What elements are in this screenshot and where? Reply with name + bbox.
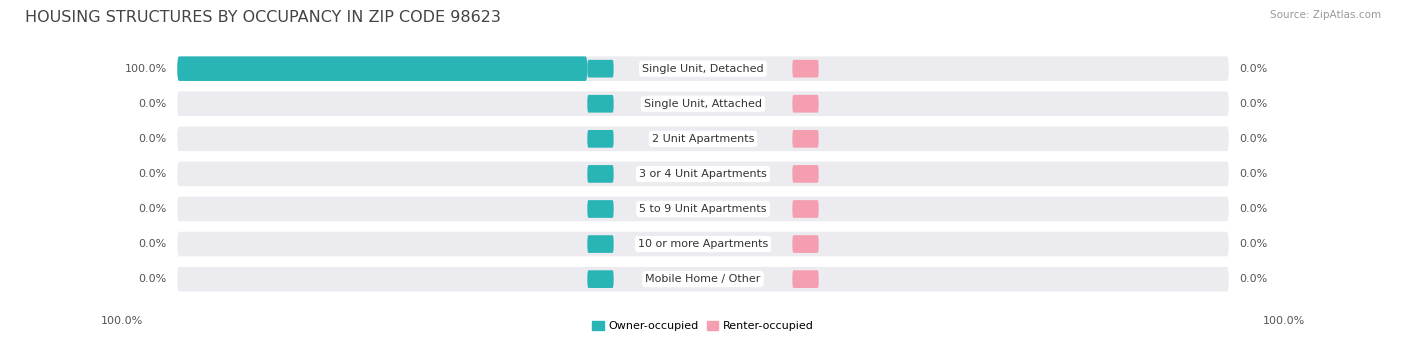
FancyBboxPatch shape — [177, 267, 1229, 292]
Text: 0.0%: 0.0% — [1239, 239, 1267, 249]
Text: 0.0%: 0.0% — [1239, 99, 1267, 109]
FancyBboxPatch shape — [177, 91, 1229, 116]
Text: Source: ZipAtlas.com: Source: ZipAtlas.com — [1270, 10, 1381, 20]
Text: 100.0%: 100.0% — [101, 315, 143, 326]
Text: 5 to 9 Unit Apartments: 5 to 9 Unit Apartments — [640, 204, 766, 214]
FancyBboxPatch shape — [793, 60, 818, 77]
Text: 0.0%: 0.0% — [139, 204, 167, 214]
FancyBboxPatch shape — [588, 60, 613, 77]
Text: 3 or 4 Unit Apartments: 3 or 4 Unit Apartments — [640, 169, 766, 179]
Text: Single Unit, Detached: Single Unit, Detached — [643, 64, 763, 74]
FancyBboxPatch shape — [793, 200, 818, 218]
FancyBboxPatch shape — [588, 165, 613, 183]
FancyBboxPatch shape — [177, 56, 588, 81]
FancyBboxPatch shape — [177, 197, 1229, 221]
Text: 100.0%: 100.0% — [125, 64, 167, 74]
Text: 0.0%: 0.0% — [139, 134, 167, 144]
FancyBboxPatch shape — [793, 95, 818, 113]
Text: 0.0%: 0.0% — [1239, 169, 1267, 179]
Text: 0.0%: 0.0% — [139, 99, 167, 109]
Text: 0.0%: 0.0% — [139, 274, 167, 284]
Text: 0.0%: 0.0% — [1239, 64, 1267, 74]
FancyBboxPatch shape — [177, 127, 1229, 151]
FancyBboxPatch shape — [793, 165, 818, 183]
Text: 0.0%: 0.0% — [1239, 274, 1267, 284]
FancyBboxPatch shape — [588, 130, 613, 148]
FancyBboxPatch shape — [793, 235, 818, 253]
Text: HOUSING STRUCTURES BY OCCUPANCY IN ZIP CODE 98623: HOUSING STRUCTURES BY OCCUPANCY IN ZIP C… — [25, 10, 501, 25]
FancyBboxPatch shape — [793, 130, 818, 148]
Text: 100.0%: 100.0% — [1263, 315, 1305, 326]
Text: 10 or more Apartments: 10 or more Apartments — [638, 239, 768, 249]
FancyBboxPatch shape — [177, 162, 1229, 186]
FancyBboxPatch shape — [177, 232, 1229, 256]
Text: Mobile Home / Other: Mobile Home / Other — [645, 274, 761, 284]
FancyBboxPatch shape — [793, 270, 818, 288]
FancyBboxPatch shape — [588, 95, 613, 113]
Text: 0.0%: 0.0% — [139, 169, 167, 179]
Text: 0.0%: 0.0% — [1239, 134, 1267, 144]
Text: Single Unit, Attached: Single Unit, Attached — [644, 99, 762, 109]
Text: 0.0%: 0.0% — [1239, 204, 1267, 214]
Text: 0.0%: 0.0% — [139, 239, 167, 249]
FancyBboxPatch shape — [588, 270, 613, 288]
FancyBboxPatch shape — [588, 235, 613, 253]
FancyBboxPatch shape — [588, 200, 613, 218]
Legend: Owner-occupied, Renter-occupied: Owner-occupied, Renter-occupied — [588, 316, 818, 336]
FancyBboxPatch shape — [177, 56, 1229, 81]
Text: 2 Unit Apartments: 2 Unit Apartments — [652, 134, 754, 144]
